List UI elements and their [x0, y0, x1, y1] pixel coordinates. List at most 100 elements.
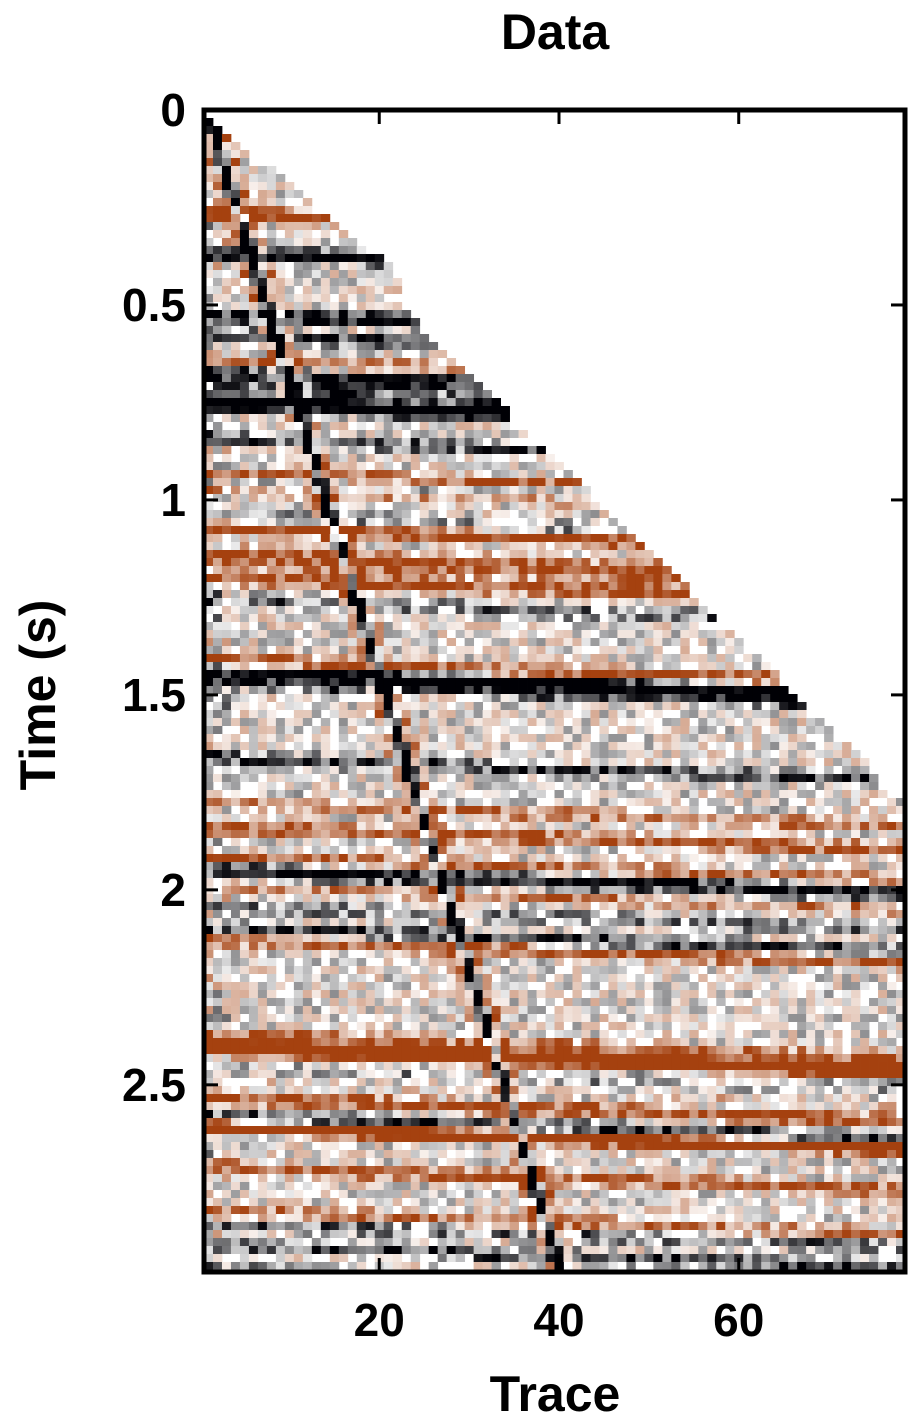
image-cell — [294, 534, 303, 542]
image-cell — [303, 1030, 312, 1038]
image-cell — [581, 1102, 590, 1110]
image-cell — [231, 1126, 240, 1134]
image-cell — [420, 806, 429, 814]
image-cell — [438, 622, 447, 630]
image-cell — [285, 702, 294, 710]
image-cell — [339, 582, 348, 590]
image-cell — [572, 1006, 581, 1014]
image-cell — [303, 1246, 312, 1254]
image-cell — [456, 414, 465, 422]
image-cell — [474, 742, 483, 750]
image-cell — [267, 726, 276, 734]
image-cell — [537, 1142, 546, 1150]
image-cell — [563, 830, 572, 838]
image-cell — [438, 806, 447, 814]
image-cell — [429, 726, 438, 734]
image-cell — [474, 422, 483, 430]
image-cell — [285, 446, 294, 454]
image-cell — [375, 846, 384, 854]
image-cell — [402, 646, 411, 654]
image-cell — [393, 1078, 402, 1086]
image-cell — [546, 966, 555, 974]
image-cell — [563, 870, 572, 878]
image-cell — [519, 894, 528, 902]
image-cell — [402, 1230, 411, 1238]
image-cell — [590, 1078, 599, 1086]
image-cell — [429, 934, 438, 942]
image-cell — [555, 766, 564, 774]
image-cell — [357, 918, 366, 926]
image-cell — [357, 270, 366, 278]
image-cell — [411, 750, 420, 758]
image-cell — [339, 982, 348, 990]
image-cell — [402, 446, 411, 454]
image-cell — [501, 558, 510, 566]
image-cell — [276, 1030, 285, 1038]
image-cell — [447, 838, 456, 846]
image-cell — [240, 422, 249, 430]
image-cell — [447, 958, 456, 966]
image-cell — [285, 230, 294, 238]
image-cell — [384, 422, 393, 430]
image-cell — [465, 846, 474, 854]
image-cell — [240, 222, 249, 230]
image-cell — [312, 806, 321, 814]
image-cell — [474, 502, 483, 510]
image-cell — [285, 934, 294, 942]
image-cell — [492, 1014, 501, 1022]
image-cell — [294, 294, 303, 302]
image-cell — [483, 422, 492, 430]
image-cell — [465, 1222, 474, 1230]
image-cell — [312, 918, 321, 926]
image-cell — [501, 1094, 510, 1102]
image-cell — [267, 894, 276, 902]
image-cell — [447, 1222, 456, 1230]
image-cell — [348, 638, 357, 646]
image-cell — [581, 1022, 590, 1030]
image-cell — [501, 734, 510, 742]
image-cell — [222, 982, 231, 990]
image-cell — [258, 214, 267, 222]
image-cell — [330, 790, 339, 798]
image-cell — [429, 566, 438, 574]
image-cell — [249, 1070, 258, 1078]
image-cell — [599, 1134, 608, 1142]
image-cell — [590, 566, 599, 574]
image-cell — [555, 670, 564, 678]
image-cell — [330, 982, 339, 990]
image-cell — [402, 830, 411, 838]
image-cell — [384, 662, 393, 670]
image-cell — [546, 750, 555, 758]
image-cell — [366, 622, 375, 630]
image-cell — [276, 1238, 285, 1246]
image-cell — [510, 678, 519, 686]
image-cell — [492, 414, 501, 422]
image-cell — [546, 982, 555, 990]
image-cell — [411, 710, 420, 718]
image-cell — [366, 654, 375, 662]
image-cell — [438, 926, 447, 934]
image-cell — [572, 782, 581, 790]
image-cell — [510, 446, 519, 454]
image-cell — [438, 1038, 447, 1046]
image-cell — [312, 310, 321, 318]
image-cell — [528, 766, 537, 774]
image-cell — [608, 782, 617, 790]
image-cell — [249, 1190, 258, 1198]
image-cell — [294, 798, 303, 806]
image-cell — [213, 934, 222, 942]
image-cell — [447, 558, 456, 566]
image-cell — [249, 654, 258, 662]
image-cell — [510, 1174, 519, 1182]
image-cell — [240, 598, 249, 606]
image-cell — [375, 1038, 384, 1046]
image-cell — [321, 414, 330, 422]
image-cell — [420, 334, 429, 342]
image-cell — [447, 1078, 456, 1086]
image-cell — [222, 678, 231, 686]
image-cell — [276, 774, 285, 782]
image-cell — [285, 430, 294, 438]
image-cell — [474, 886, 483, 894]
image-cell — [581, 574, 590, 582]
image-cell — [483, 1182, 492, 1190]
